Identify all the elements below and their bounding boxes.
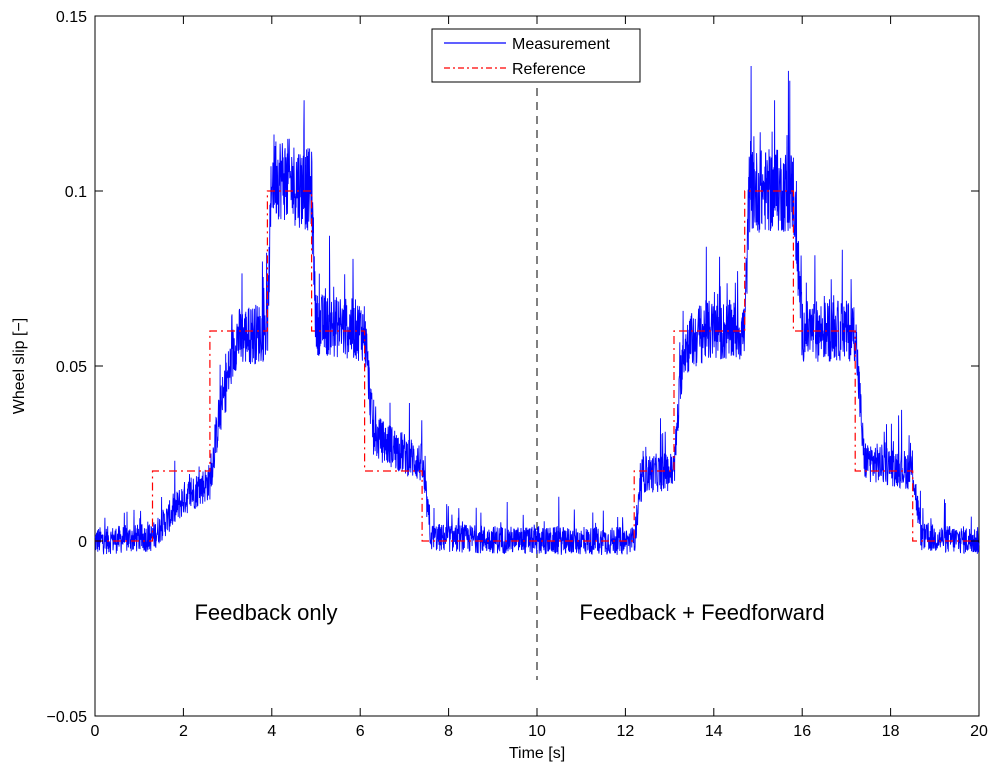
- y-tick-label: 0.1: [65, 184, 87, 201]
- y-tick-label: 0: [78, 534, 87, 551]
- annotation-feedback-only: Feedback only: [194, 600, 337, 625]
- x-tick-label: 12: [617, 723, 635, 740]
- x-tick-label: 8: [444, 723, 453, 740]
- legend-label-measurement: Measurement: [512, 36, 610, 53]
- x-tick-label: 14: [705, 723, 723, 740]
- x-tick-label: 0: [91, 723, 100, 740]
- x-tick-label: 10: [528, 723, 546, 740]
- y-axis-label: Wheel slip [−]: [11, 318, 28, 414]
- legend: Measurement Reference: [432, 29, 640, 82]
- y-tick-label: 0.05: [56, 359, 87, 376]
- legend-label-reference: Reference: [512, 61, 586, 78]
- x-tick-label: 16: [793, 723, 811, 740]
- y-tick-label: −0.05: [47, 709, 88, 726]
- x-tick-label: 20: [970, 723, 988, 740]
- x-tick-label: 18: [882, 723, 900, 740]
- y-tick-label: 0.15: [56, 9, 87, 26]
- x-tick-label: 2: [179, 723, 188, 740]
- annotation-feedback-feedforward: Feedback + Feedforward: [579, 600, 824, 625]
- x-axis-label: Time [s]: [509, 745, 565, 762]
- x-tick-label: 6: [356, 723, 365, 740]
- x-tick-label: 4: [267, 723, 276, 740]
